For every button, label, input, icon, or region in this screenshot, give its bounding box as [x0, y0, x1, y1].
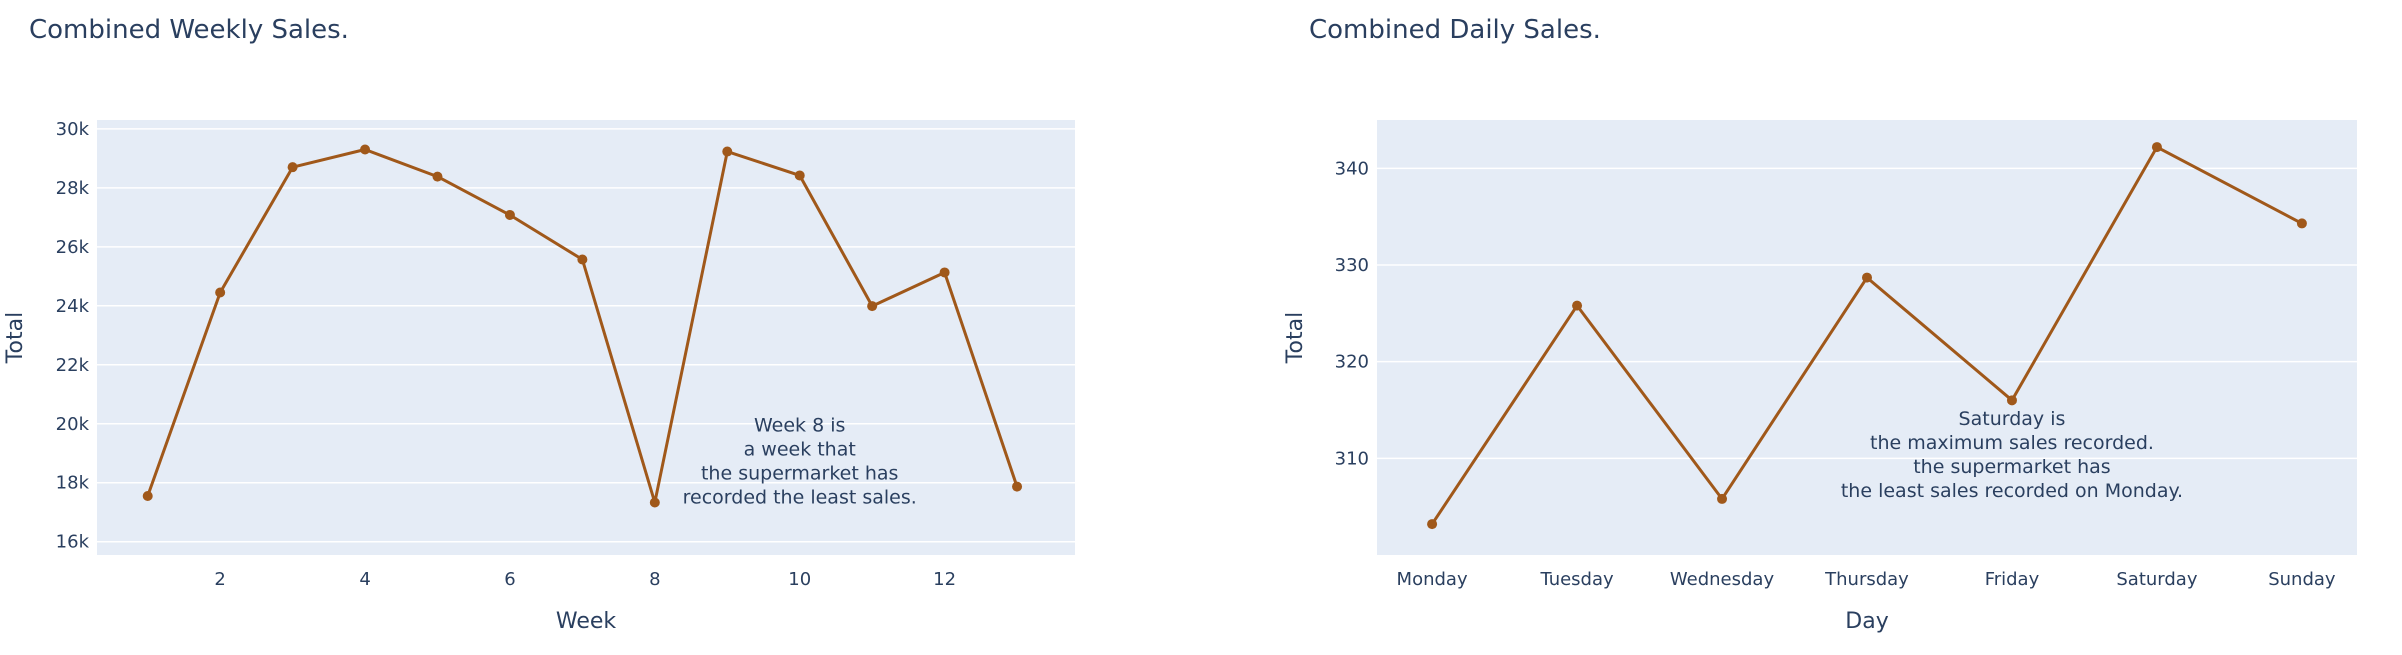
y-tick-labels: 16k 18k 20k 22k 24k 26k 28k 30k	[56, 119, 90, 553]
y-tick-label: 340	[1335, 158, 1369, 179]
y-axis-title: Total	[1283, 312, 1308, 364]
y-tick-label: 16k	[56, 532, 90, 553]
data-point	[1717, 493, 1728, 504]
data-point	[2006, 395, 2017, 406]
y-tick-label: 28k	[56, 178, 90, 199]
y-tick-label: 24k	[56, 296, 90, 317]
y-tick-label: 310	[1335, 448, 1369, 469]
y-tick-label: 26k	[56, 237, 90, 258]
x-tick-label: 10	[788, 569, 811, 590]
data-point	[2296, 218, 2307, 229]
x-tick-label: Saturday	[2116, 569, 2197, 590]
x-tick-label: Sunday	[2268, 569, 2336, 590]
data-point	[360, 144, 371, 155]
x-tick-label: Thursday	[1824, 569, 1909, 590]
x-tick-label: 4	[359, 569, 370, 590]
x-tick-label: Friday	[1985, 569, 2040, 590]
data-point	[867, 301, 878, 312]
gridlines	[97, 128, 1075, 543]
data-point	[504, 209, 515, 220]
plot-area	[1377, 120, 2357, 555]
data-point	[1427, 519, 1438, 530]
x-tick-label: 2	[214, 569, 225, 590]
x-axis-title: Day	[1845, 609, 1888, 634]
x-tick-label: 6	[504, 569, 515, 590]
data-point	[577, 254, 588, 265]
y-axis-title: Total	[3, 312, 28, 364]
chart-title: Combined Weekly Sales.	[29, 15, 349, 45]
y-tick-label: 22k	[56, 355, 90, 376]
chart-title: Combined Daily Sales.	[1309, 15, 1601, 45]
y-tick-label: 20k	[56, 414, 90, 435]
gridlines	[1377, 167, 2357, 460]
x-axis-title: Week	[556, 609, 617, 634]
data-point	[1572, 300, 1583, 311]
y-tick-label: 18k	[56, 473, 90, 494]
annotation: Week 8 is a week that the supermarket has r…	[683, 414, 917, 508]
x-tick-label: 12	[933, 569, 956, 590]
data-point	[432, 171, 443, 182]
data-point	[1012, 481, 1023, 492]
weekly-sales-chart: Combined Weekly Sales. 16k18k20k22k24k26…	[3, 15, 1075, 634]
series-points	[142, 144, 1023, 508]
y-tick-label: 320	[1335, 352, 1369, 373]
plot-area	[97, 120, 1075, 555]
data-point	[794, 170, 805, 181]
series-points	[1427, 142, 2307, 530]
data-point	[1862, 272, 1872, 283]
data-point	[649, 497, 660, 508]
x-tick-labels: Monday Tuesday Wednesday Thursday Friday Satu…	[1397, 569, 2336, 590]
data-point	[722, 146, 733, 157]
data-point	[287, 162, 298, 173]
x-tick-label: Wednesday	[1670, 569, 1775, 590]
x-tick-label: 8	[649, 569, 660, 590]
data-point	[142, 491, 153, 502]
data-point	[939, 267, 950, 278]
data-point	[215, 287, 226, 298]
x-tick-label: Tuesday	[1539, 569, 1614, 590]
x-tick-labels: 2 4 6 8 10 12	[214, 569, 956, 590]
y-tick-label: 330	[1335, 255, 1369, 276]
x-tick-label: Monday	[1397, 569, 1468, 590]
daily-sales-chart: Combined Daily Sales. 310 320 330 340 Monda…	[1283, 15, 2357, 634]
y-tick-labels: 310 320 330 340	[1335, 158, 1369, 469]
data-point	[2151, 142, 2162, 153]
annotation: Saturday is the maximum sales recorded. th…	[1841, 408, 2183, 502]
y-tick-label: 30k	[56, 119, 90, 140]
